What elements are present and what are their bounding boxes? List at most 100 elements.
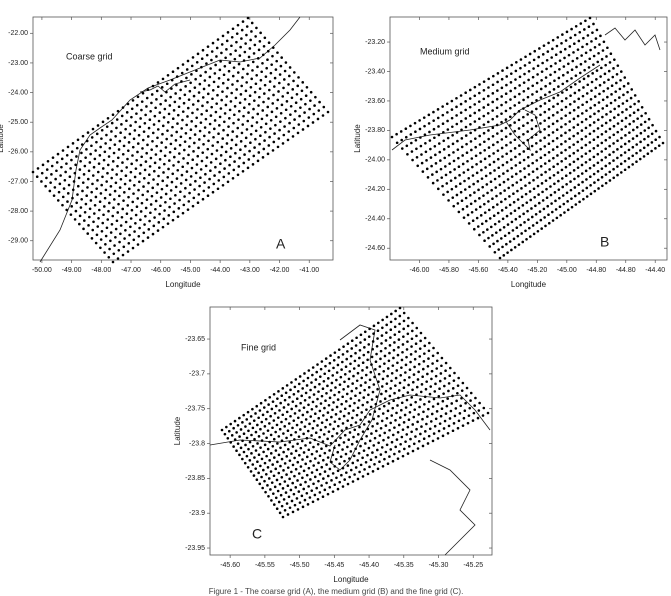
grid-point <box>379 357 382 361</box>
grid-point <box>128 187 131 191</box>
grid-point <box>151 84 155 88</box>
grid-point <box>269 414 272 418</box>
grid-point <box>622 93 625 97</box>
grid-point <box>170 134 173 137</box>
grid-point <box>558 205 562 208</box>
grid-point <box>157 119 161 123</box>
grid-point <box>140 201 144 205</box>
grid-point <box>466 159 469 163</box>
grid-point <box>530 101 534 105</box>
grid-point <box>299 97 303 101</box>
grid-point <box>235 32 239 35</box>
grid-point <box>245 436 249 440</box>
grid-point <box>400 138 404 142</box>
grid-point <box>469 202 473 206</box>
grid-point <box>225 48 228 51</box>
grid-point <box>264 75 268 78</box>
grid-point <box>588 149 592 153</box>
grid-point <box>176 113 180 117</box>
grid-point <box>61 195 65 199</box>
grid-point <box>66 192 70 195</box>
grid-point <box>573 91 577 95</box>
grid-point <box>156 81 160 84</box>
grid-point <box>463 409 467 413</box>
grid-point <box>307 116 311 119</box>
grid-point <box>221 34 225 38</box>
grid-point <box>239 148 242 152</box>
grid-point <box>106 171 109 175</box>
grid-point <box>530 136 534 139</box>
grid-point <box>110 222 114 226</box>
grid-point <box>127 241 131 245</box>
grid-point <box>185 123 188 127</box>
grid-point <box>628 122 631 126</box>
grid-point <box>159 196 163 199</box>
grid-point <box>140 100 144 103</box>
grid-point <box>612 124 616 128</box>
grid-point <box>505 66 509 70</box>
grid-point <box>534 116 538 119</box>
grid-point <box>512 192 515 196</box>
grid-point <box>525 237 528 241</box>
grid-point <box>321 495 325 499</box>
grid-point <box>318 382 321 386</box>
grid-point <box>121 207 125 211</box>
grid-point <box>616 130 620 134</box>
grid-point <box>379 349 383 353</box>
grid-point <box>212 80 216 84</box>
grid-point <box>491 197 494 201</box>
grid-point <box>585 100 589 104</box>
grid-point <box>191 103 195 106</box>
grid-point <box>371 424 374 428</box>
grid-point <box>471 165 474 169</box>
grid-point <box>461 424 465 427</box>
grid-point <box>164 146 168 149</box>
grid-point <box>558 68 561 71</box>
grid-point <box>298 409 301 412</box>
grid-point <box>522 115 525 119</box>
grid-point <box>532 178 535 182</box>
grid-point <box>202 142 205 146</box>
grid-point <box>580 54 583 57</box>
grid-point <box>385 382 389 385</box>
y-tick-label: -22.00 <box>8 30 28 37</box>
grid-point <box>467 176 471 180</box>
grid-point <box>175 130 178 134</box>
grid-point <box>87 169 91 173</box>
grid-point <box>397 396 400 400</box>
grid-point <box>519 223 522 227</box>
grid-point <box>308 396 311 399</box>
chart-title: Coarse grid <box>66 51 113 61</box>
grid-point <box>324 425 327 429</box>
grid-point <box>354 421 358 424</box>
grid-point <box>339 436 342 440</box>
grid-point <box>594 37 598 40</box>
grid-point <box>62 187 66 190</box>
grid-point <box>91 182 94 186</box>
grid-point <box>447 382 451 385</box>
grid-point <box>604 138 608 142</box>
grid-point <box>356 371 360 375</box>
grid-point <box>234 143 238 147</box>
grid-point <box>415 155 419 159</box>
grid-point <box>601 107 605 110</box>
grid-point <box>243 106 246 109</box>
grid-point <box>386 367 390 370</box>
y-tick-label: -23.85 <box>185 475 205 482</box>
grid-point <box>543 93 547 97</box>
grid-point <box>313 385 317 389</box>
x-tick-label: -48.00 <box>91 267 111 274</box>
grid-point <box>486 103 490 107</box>
grid-point <box>341 360 344 364</box>
grid-point <box>309 478 312 481</box>
grid-point <box>94 195 98 199</box>
grid-point <box>609 101 613 105</box>
grid-point <box>259 446 262 449</box>
grid-point <box>200 159 204 163</box>
grid-point <box>280 475 284 479</box>
grid-point <box>478 91 481 95</box>
grid-point <box>436 402 440 406</box>
grid-point <box>390 135 394 139</box>
grid-point <box>136 95 140 99</box>
grid-point <box>313 104 316 107</box>
